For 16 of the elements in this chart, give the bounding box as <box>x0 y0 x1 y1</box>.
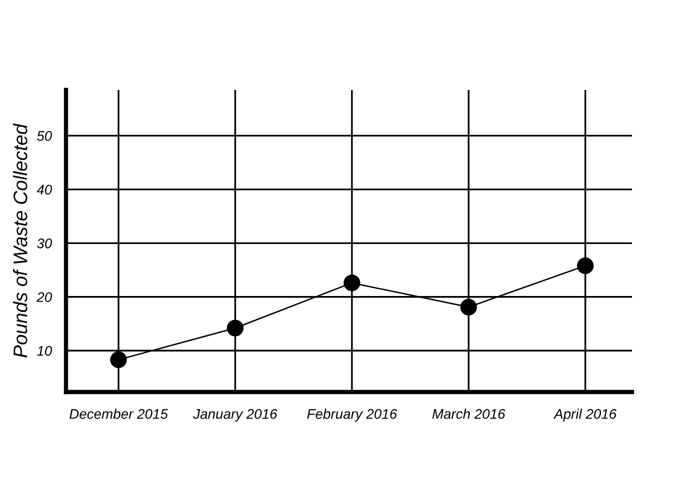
point <box>460 298 477 316</box>
x-tick-label: December 2015 <box>70 408 168 419</box>
point <box>344 274 360 292</box>
y-tick-label: 50 <box>36 131 52 141</box>
point <box>110 351 127 368</box>
y-tick-label: 30 <box>36 238 52 248</box>
x-tick-label: February 2016 <box>307 408 398 422</box>
x-tick-label: January 2016 <box>193 409 278 422</box>
y-tick-label: 20 <box>36 292 52 302</box>
y-axis-title: Pounds of Waste Collected <box>12 123 28 358</box>
y-tick-label: 40 <box>36 184 52 195</box>
point <box>226 320 244 336</box>
y-tick-label: 10 <box>37 346 52 356</box>
x-tick-label: March 2016 <box>432 408 506 419</box>
x-tick-label: April 2016 <box>553 408 617 422</box>
point <box>576 257 594 274</box>
